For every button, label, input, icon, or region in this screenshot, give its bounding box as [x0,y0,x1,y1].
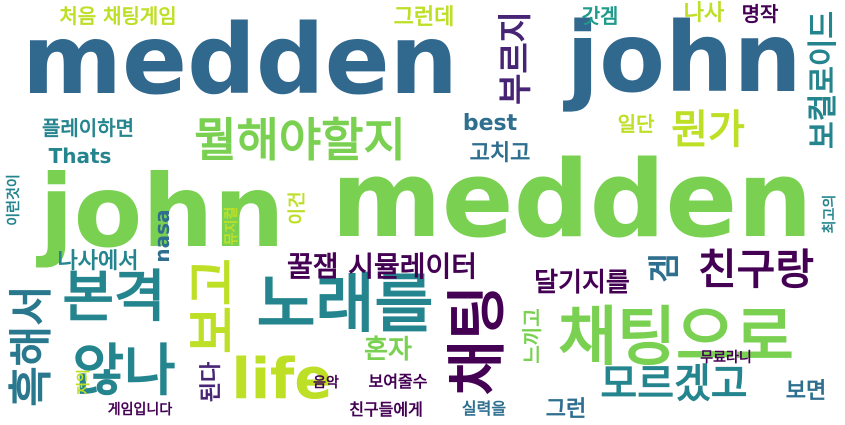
word-myeongjak: 명작 [741,2,779,26]
word-bureuji: 부르지 [496,11,536,105]
word-choegoui: 최고의 [822,194,838,234]
word-kkuljaem-simulator: 꿀잼 시뮬레이터 [286,250,478,283]
word-ireongeosi: 이런것이 [6,174,22,226]
word-dalgijireul: 달기지를 [534,268,630,298]
word-honja: 혼자 [364,335,412,365]
word-best: best [462,111,518,136]
word-silryeogeul: 실력을 [461,399,507,418]
word-jeoui: 저의 [76,369,92,395]
word-cheoeum-chaetinggeim: 처음 채팅게임 [59,4,177,28]
word-anna: 않나 [72,339,176,404]
word-geureon: 그런 [545,397,587,422]
word-gatgem: 갓겜 [581,4,619,28]
word-john-1: john [566,2,802,114]
word-eumak: 음악 [313,375,339,391]
word-thats: Thats [48,144,112,168]
word-life: life [231,347,333,412]
word-nasaeseo: 나사에서 [57,249,139,274]
word-gochigo: 고치고 [469,141,531,166]
word-musical: 뮤지컬 [224,206,240,246]
word-chingudeulege: 친구들에게 [349,400,423,419]
word-bongyeok: 본격 [62,265,166,330]
word-chaeting-euro: 채팅으로 [558,301,794,375]
word-nasa-ko: 나사 [683,1,725,26]
word-heukhaeseo: 흑해서 [6,285,57,407]
word-mwolhaeyahalji: 뭘해야할지 [194,113,406,167]
word-neukkigo: 느끼고 [520,308,544,364]
word-igeon: 이건 [287,191,308,225]
word-mwonga: 뭔가 [671,107,745,153]
word-geimimnida: 게임입니다 [107,402,173,418]
word-nasa-en: nasa [150,209,174,263]
word-john-2: john [39,153,285,270]
word-doenda: 된다 [199,361,224,403]
word-bogo: 보고 [184,258,244,354]
word-vocaloid: 보컬로이드 [806,11,841,149]
word-geureonde: 그런데 [393,5,455,30]
word-moreugetgo: 모르겠고 [600,361,748,407]
word-muryoranI: 무료라니 [700,350,752,366]
word-boyeojulsu: 보여줄수 [368,372,428,391]
word-peulleihamyeon: 플레이하면 [42,116,134,140]
word-chingurang: 친구랑 [698,245,814,294]
word-gem: 겜 [645,253,683,283]
word-bomyeon: 보면 [785,379,827,404]
word-chaeting: 채팅 [443,284,513,396]
word-noraereul: 노래를 [256,268,434,342]
word-medden-1: medden [21,4,459,116]
word-medden-2: medden [331,138,813,261]
word-ildan: 일단 [617,112,655,136]
